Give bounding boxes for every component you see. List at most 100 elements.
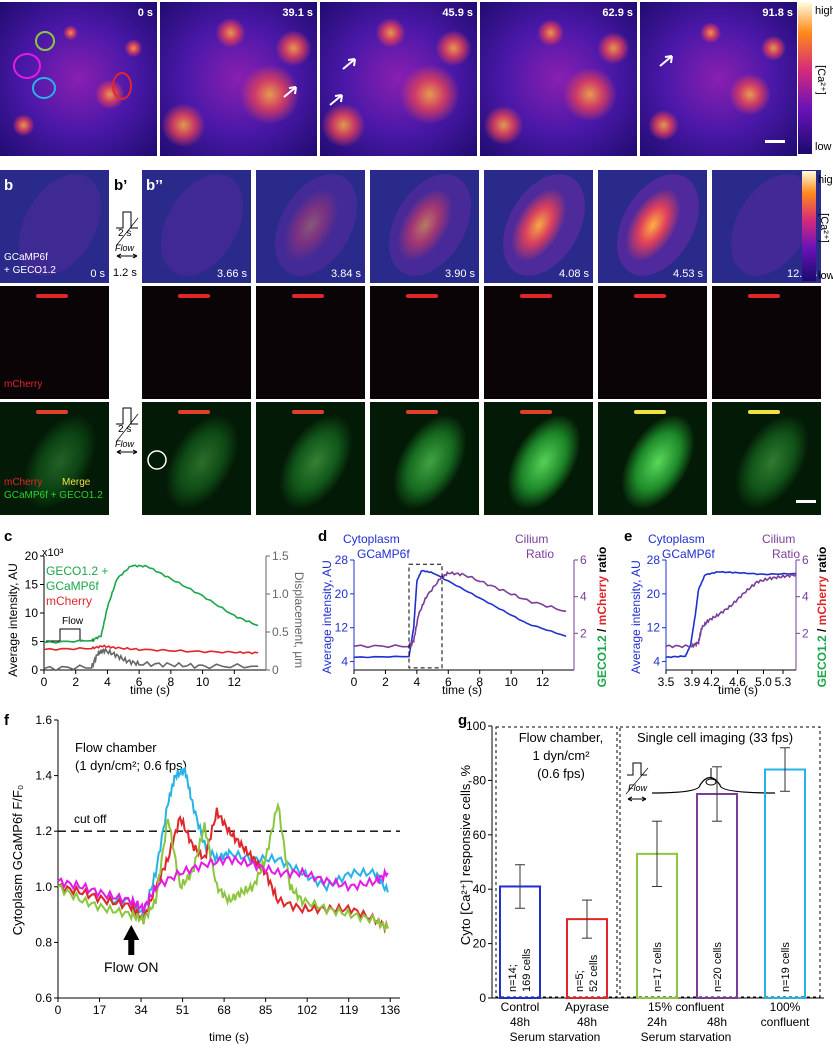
chart-g-n-label: n=19 cells [780, 942, 792, 992]
chart-f-ylabel: Cytoplasm GCaMP6f F/F₀ [10, 785, 25, 936]
chart-f-ytick-label: 0.8 [35, 935, 52, 949]
chart-f-cutoff-label: cut off [74, 812, 107, 826]
chart-e-series-cilium [665, 573, 797, 649]
chart-d-ytick-label: 28 [335, 553, 349, 567]
chart-g-xlab-100-2: confluent [761, 1015, 810, 1029]
chart-e-ytick-label: 4 [653, 655, 660, 669]
chart-f-flow-on-label: Flow ON [104, 959, 158, 975]
chart-c-series-mcherry [43, 644, 259, 655]
b-image-r0-c0 [0, 170, 109, 283]
chart-g-xlab-control-2: 48h [510, 1015, 530, 1029]
panel-letter-g: g [458, 712, 467, 729]
chart-d-xtick-label: 8 [476, 675, 483, 689]
b-cilium-merge [292, 410, 324, 414]
chart-e-xlabel: time (s) [718, 683, 758, 697]
chart-d-legend-cilium-2: Ratio [526, 547, 554, 561]
a-roi-lime [35, 31, 55, 51]
chart-f-xlabel: time (s) [209, 1030, 249, 1044]
chart-f-xtick-label: 34 [134, 1003, 148, 1017]
chart-e-ytick-label: 28 [647, 553, 661, 567]
chart-g-ytick-label: 40 [473, 882, 487, 896]
chart-f: f Flow chamber (1 dyn/cm²; 0.6 fps) Cyto… [4, 712, 401, 1044]
chart-d-plot-area [354, 560, 574, 670]
a-roi-cyan [32, 77, 56, 99]
a-image-0-hotspot [124, 39, 143, 58]
chart-d-y2label-ratio: ratio [595, 547, 609, 576]
panel-letter-b-prime: b’ [114, 177, 127, 194]
a-image-4-hotspot [728, 73, 771, 116]
chart-e-ytick-label: 20 [647, 587, 661, 601]
chart-f-ytick-label: 0.6 [35, 991, 52, 1005]
chart-e-y2label-ratio: ratio [815, 547, 829, 576]
chart-g-box-left-3: (0.6 fps) [537, 766, 585, 781]
b-flow-bottom: Flow [115, 439, 135, 449]
b-cilium-mcherry [36, 294, 68, 298]
chart-d-y2tick-label: 2 [580, 626, 587, 640]
chart-c-ytick-label: 10 [25, 606, 39, 620]
chart-d-xtick-label: 0 [351, 675, 358, 689]
b-cilium-mcherry [634, 294, 666, 298]
chart-g-ytick-label: 60 [473, 828, 487, 842]
b-cell-gcamp [621, 414, 695, 510]
chart-g-xlab-apyrase-2: 48h [577, 1015, 597, 1029]
chart-c-y2tick-label: 1.5 [272, 549, 289, 563]
panel-b-colorbar-low: low [818, 270, 833, 282]
b-cell-gcamp [23, 414, 97, 510]
chart-d: d Cytoplasm GCaMP6f Cilium Ratio Average… [318, 528, 609, 697]
chart-c-y2label: Displacement, µm [292, 572, 306, 668]
a-arrow-2 [329, 94, 343, 106]
b-cell-body [731, 174, 813, 276]
a-timestamp: 0 s [138, 7, 153, 19]
chart-c-xlabel: time (s) [130, 683, 170, 697]
chart-d-xtick-label: 4 [414, 675, 421, 689]
a-image-3-hotspot [562, 67, 617, 122]
chart-c-ylabel: Average intensity, AU [6, 563, 20, 677]
a-image-4-hotspot [700, 22, 722, 44]
b-roi-circle [147, 450, 167, 470]
a-arrow-0 [283, 86, 297, 98]
panel-a-colorbar [798, 2, 812, 154]
chart-f-xtick-label: 119 [339, 1003, 358, 1017]
a-image-3-hotspot [483, 105, 524, 145]
chart-g-group-mid-1: 15% confluent [648, 1000, 725, 1014]
chart-f-xtick-label: 85 [259, 1003, 273, 1017]
chart-g-n-label: n=20 cells [712, 942, 724, 992]
chart-f-ytick-label: 1.4 [35, 769, 52, 783]
chart-d-y2label-geco: GECO1.2 [595, 635, 609, 687]
chart-f-title-2: (1 dyn/cm²; 0.6 fps) [75, 758, 187, 773]
a-image-1-hotspot [275, 30, 312, 67]
a-timestamp: 62.9 s [602, 7, 633, 19]
panel-b-colorbar-label: [Ca²⁺] [818, 213, 830, 243]
chart-g-n-label: n=17 cells [652, 942, 664, 992]
chart-d-xtick-label: 2 [382, 675, 389, 689]
chart-d-series-cytoplasm [353, 569, 567, 659]
a-image-2-hotspot [321, 103, 366, 148]
b-scale-bar [796, 500, 816, 503]
chart-c-xtick-label: 6 [136, 675, 143, 689]
b-cilium-mcherry [178, 294, 210, 298]
chart-f-xtick-label: 136 [380, 1003, 400, 1017]
chart-c-flow-label: Flow [62, 616, 84, 627]
b-cilium-merge [36, 410, 68, 414]
chart-e: e Cytoplasm GCaMP6f Cilium Ratio Average… [624, 528, 829, 697]
chart-g-ytick-label: 20 [473, 937, 487, 951]
chart-d-xtick-label: 6 [445, 675, 452, 689]
chart-e-legend-cilium-1: Cilium [762, 532, 795, 546]
b-image-r1-c1 [142, 286, 251, 399]
b-image-r1-c6 [712, 286, 821, 399]
chart-g-xlab-24h: 24h [647, 1015, 667, 1029]
chart-d-y2label-mcherry: mCherry [595, 576, 609, 626]
b-cell-gcamp [279, 414, 353, 510]
chart-g-n-label: 52 cells [588, 954, 600, 992]
chart-e-y2label: GECO1.2 / mCherry ratio [815, 547, 829, 688]
a-timestamp: 45.9 s [442, 7, 473, 19]
panel-letter-f: f [4, 712, 10, 729]
chart-f-xtick-label: 51 [176, 1003, 190, 1017]
a-roi-magenta [13, 53, 41, 79]
chart-d-legend-cilium-1: Cilium [515, 532, 548, 546]
chart-d-ylabel: Average intensity, AU [320, 560, 334, 674]
a-image-1-hotspot [215, 17, 246, 48]
chart-c-ytick-label: 20 [25, 549, 39, 563]
chart-c-ytick-label: 5 [31, 635, 38, 649]
chart-d-ytick-label: 20 [335, 587, 349, 601]
